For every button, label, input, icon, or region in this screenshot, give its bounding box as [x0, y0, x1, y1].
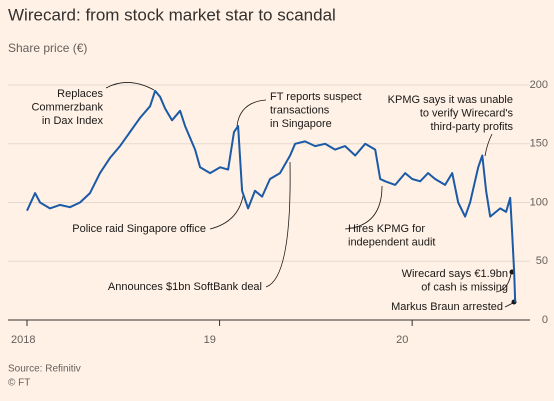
leader: [504, 302, 514, 308]
leader: [209, 195, 244, 230]
x-tick-label: 2018: [11, 334, 35, 346]
annotation: to verify Wirecard's: [420, 107, 514, 119]
leader: [236, 99, 267, 127]
chart-subtitle: Share price (€): [8, 41, 87, 55]
annotation: Announces $1bn SoftBank deal: [108, 281, 262, 293]
annotation: Markus Braun arrested: [391, 301, 503, 313]
y-tick-label: 50: [536, 255, 548, 267]
leader: [495, 273, 512, 293]
x-tick-label: 20: [396, 334, 408, 346]
chart-title: Wirecard: from stock market star to scan…: [8, 5, 336, 24]
annotation: of cash is missing: [421, 281, 508, 293]
credit: © FT: [8, 378, 30, 389]
annotation: Wirecard says €1.9bn: [402, 268, 508, 280]
grid: [8, 84, 530, 321]
leader: [105, 82, 155, 91]
y-tick-label: 150: [530, 138, 548, 150]
y-tick-label: 100: [530, 196, 548, 208]
leader: [484, 133, 493, 157]
annotation: Replaces: [57, 88, 103, 100]
annotation: transactions: [270, 104, 330, 116]
annotation: in Dax Index: [42, 115, 104, 127]
annotation: Police raid Singapore office: [72, 223, 206, 235]
annotation: KPMG says it was unable: [388, 94, 513, 106]
leader: [344, 185, 383, 230]
annotation: in Singapore: [270, 118, 332, 130]
annotation: Commerzbank: [31, 101, 103, 113]
price-line: [26, 89, 517, 303]
y-tick-label: 0: [542, 314, 548, 326]
annotation: FT reports suspect: [270, 91, 362, 103]
annotation: third-party profits: [430, 121, 513, 133]
x-tick-label: 19: [204, 334, 216, 346]
leader: [265, 161, 291, 288]
annotation: Hires KPMG for: [348, 223, 425, 235]
source: Source: Refinitiv: [8, 364, 81, 375]
annotation: independent audit: [348, 236, 435, 248]
y-tick-label: 200: [530, 79, 548, 91]
